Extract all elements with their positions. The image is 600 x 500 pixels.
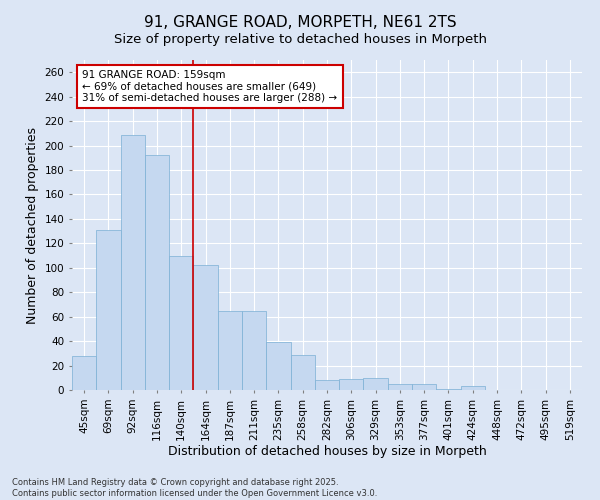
X-axis label: Distribution of detached houses by size in Morpeth: Distribution of detached houses by size … bbox=[167, 446, 487, 458]
Bar bbox=[266, 342, 290, 390]
Bar bbox=[461, 386, 485, 390]
Bar bbox=[169, 256, 193, 390]
Bar bbox=[193, 266, 218, 390]
Bar bbox=[72, 356, 96, 390]
Bar bbox=[436, 389, 461, 390]
Bar bbox=[145, 156, 169, 390]
Bar bbox=[339, 379, 364, 390]
Bar bbox=[290, 354, 315, 390]
Bar bbox=[242, 310, 266, 390]
Text: 91, GRANGE ROAD, MORPETH, NE61 2TS: 91, GRANGE ROAD, MORPETH, NE61 2TS bbox=[143, 15, 457, 30]
Text: Size of property relative to detached houses in Morpeth: Size of property relative to detached ho… bbox=[113, 32, 487, 46]
Bar bbox=[412, 384, 436, 390]
Bar bbox=[315, 380, 339, 390]
Bar bbox=[218, 310, 242, 390]
Bar bbox=[96, 230, 121, 390]
Text: Contains HM Land Registry data © Crown copyright and database right 2025.
Contai: Contains HM Land Registry data © Crown c… bbox=[12, 478, 377, 498]
Y-axis label: Number of detached properties: Number of detached properties bbox=[26, 126, 39, 324]
Bar bbox=[121, 134, 145, 390]
Bar bbox=[364, 378, 388, 390]
Bar bbox=[388, 384, 412, 390]
Text: 91 GRANGE ROAD: 159sqm
← 69% of detached houses are smaller (649)
31% of semi-de: 91 GRANGE ROAD: 159sqm ← 69% of detached… bbox=[82, 70, 337, 103]
